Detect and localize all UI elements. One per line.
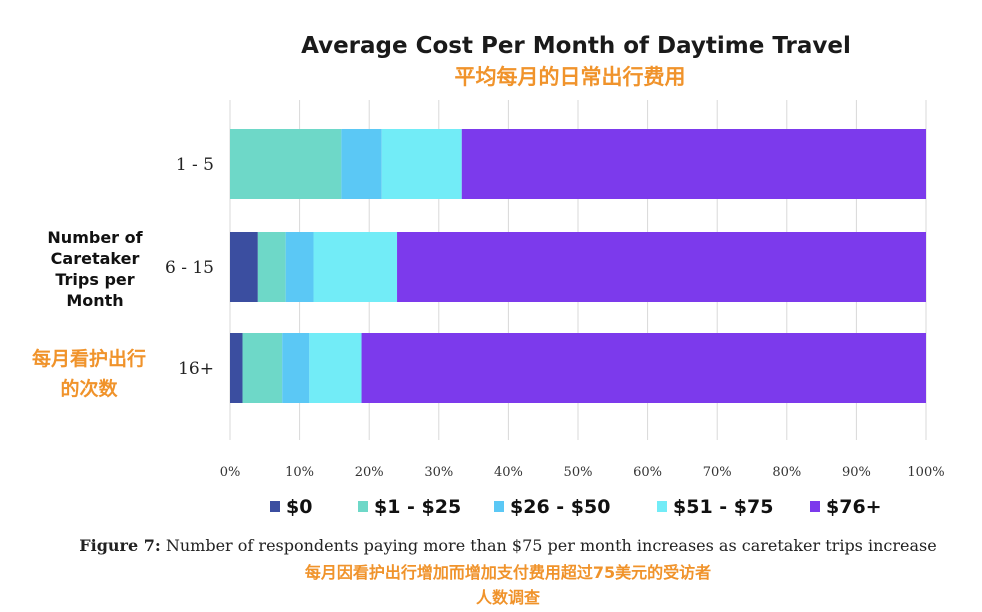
caption-figure-label: Figure 7: (79, 536, 160, 555)
bar-segment (309, 333, 362, 403)
category-label: 16+ (178, 359, 214, 379)
legend: $0 $1 - $25 $26 - $50 $51 - $75 $76+ (270, 496, 882, 518)
x-tick-label: 20% (355, 465, 384, 480)
x-axis-ticks: 0% 10% 20% 30% 40% 50% 60% 70% 80% 90% 100% (220, 465, 945, 480)
x-tick-label: 40% (494, 465, 523, 480)
caption-cn-line: 每月因看护出行增加而增加支付费用超过75美元的受访者 (305, 563, 711, 582)
bar-segment (242, 333, 283, 403)
bars (230, 129, 926, 403)
caption-body: Number of respondents paying more than $… (161, 536, 937, 555)
legend-label: $1 - $25 (374, 496, 461, 518)
legend-swatch (358, 501, 368, 512)
y-axis-label-line: Caretaker (51, 249, 140, 268)
x-tick-label: 10% (285, 465, 314, 480)
y-axis-label-line: Trips per (55, 270, 134, 289)
x-tick-label: 0% (220, 465, 241, 480)
bar-segment (381, 129, 462, 199)
legend-swatch (810, 501, 820, 512)
y-axis-label-line: Month (66, 291, 123, 310)
bar-segment (361, 333, 926, 403)
chart-title: Average Cost Per Month of Daytime Travel (301, 33, 851, 59)
chart-title-cn: 平均每月的日常出行费用 (455, 65, 686, 89)
bar-segment (230, 333, 243, 403)
legend-swatch (494, 501, 504, 512)
bar-segment (282, 333, 310, 403)
bar-segment (397, 232, 926, 302)
caption-text: Figure 7: Number of respondents paying m… (79, 536, 936, 555)
bar-segment (285, 232, 314, 302)
bar-segment (461, 129, 926, 199)
y-axis-label-cn-line: 每月看护出行 (32, 347, 146, 370)
x-tick-label: 70% (703, 465, 732, 480)
legend-swatch (657, 501, 667, 512)
category-label: 6 - 15 (165, 258, 214, 278)
x-tick-label: 30% (424, 465, 453, 480)
y-axis-label: Number of Caretaker Trips per Month (47, 228, 143, 310)
y-axis-label-cn: 每月看护出行 的次数 (32, 347, 146, 400)
category-labels: 1 - 5 6 - 15 16+ (165, 155, 214, 379)
x-tick-label: 100% (907, 465, 944, 480)
bar-segment (230, 232, 258, 302)
category-label: 1 - 5 (176, 155, 214, 175)
x-tick-label: 60% (633, 465, 662, 480)
y-axis-label-line: Number of (47, 228, 143, 247)
legend-label: $76+ (826, 496, 882, 518)
caption-cn-line: 人数调查 (476, 588, 540, 607)
bar-segment (257, 232, 286, 302)
y-axis-label-cn-line: 的次数 (60, 377, 118, 400)
legend-label: $0 (286, 496, 312, 518)
legend-label: $26 - $50 (510, 496, 610, 518)
x-tick-label: 90% (842, 465, 871, 480)
caption: Figure 7: Number of respondents paying m… (79, 536, 936, 607)
bar-segment (341, 129, 382, 199)
x-tick-label: 50% (564, 465, 593, 480)
legend-label: $51 - $75 (673, 496, 773, 518)
x-tick-label: 80% (772, 465, 801, 480)
bar-segment (313, 232, 398, 302)
legend-swatch (270, 501, 280, 512)
bar-segment (230, 129, 342, 199)
